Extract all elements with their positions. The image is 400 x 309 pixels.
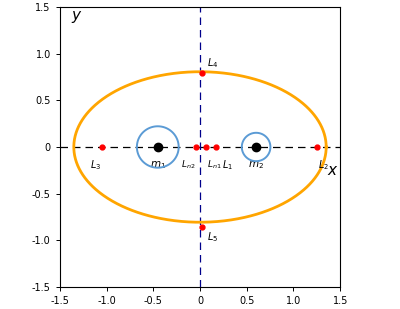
Text: $m_2$: $m_2$ bbox=[248, 159, 264, 171]
Text: $x$: $x$ bbox=[327, 163, 338, 178]
Text: $L_2$: $L_2$ bbox=[318, 158, 329, 172]
Text: $L_4$: $L_4$ bbox=[208, 57, 219, 70]
Text: $L_5$: $L_5$ bbox=[208, 230, 219, 243]
Text: $m_1$: $m_1$ bbox=[150, 159, 166, 171]
Text: $y$: $y$ bbox=[71, 9, 82, 25]
Text: $L_{n1}$: $L_{n1}$ bbox=[206, 158, 221, 171]
Text: $L_{n2}$: $L_{n2}$ bbox=[181, 158, 195, 171]
Text: $L_1$: $L_1$ bbox=[222, 158, 233, 172]
Text: $L_3$: $L_3$ bbox=[90, 158, 101, 172]
